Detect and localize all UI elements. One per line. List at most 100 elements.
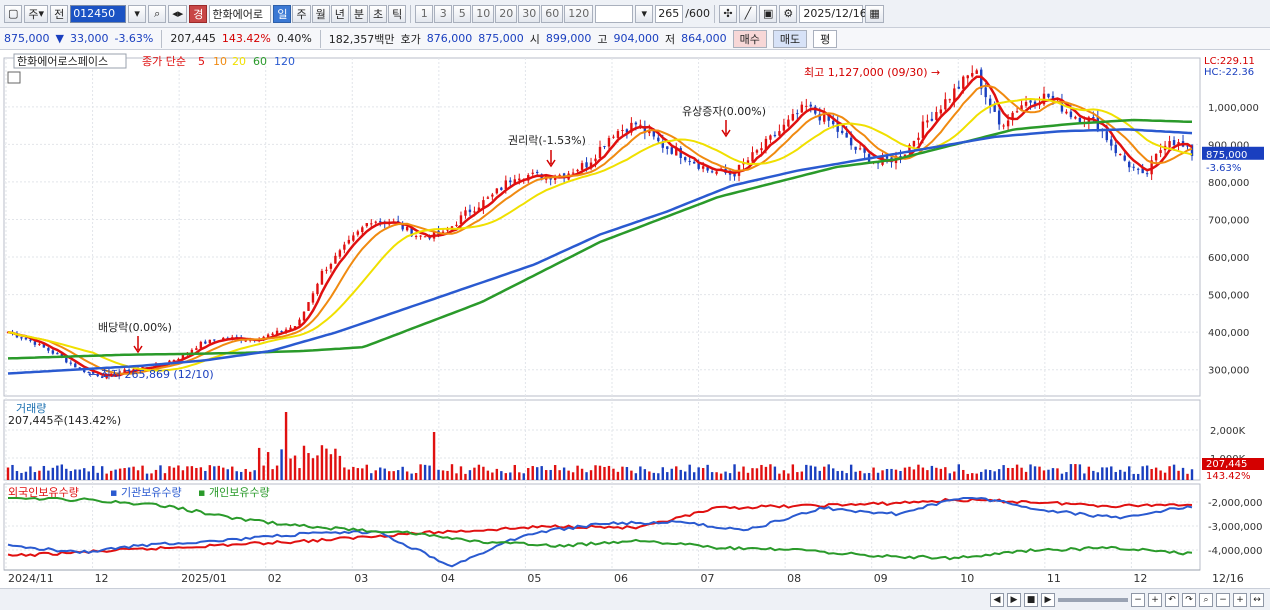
search-chart-icon[interactable]: ⌕ — [1199, 592, 1213, 607]
volume-bar — [24, 471, 28, 480]
x-axis-label: 11 — [1047, 572, 1061, 585]
stock-name-field[interactable]: 한화에어로 — [209, 4, 272, 23]
volume-bar — [491, 472, 494, 480]
gear-icon[interactable]: ⚙ — [779, 4, 798, 23]
date-input[interactable]: 2025/12/16 — [799, 4, 867, 23]
period-tab-4[interactable]: 분 — [349, 4, 368, 23]
candle-body — [96, 374, 99, 377]
scroll-left-icon[interactable]: ◀ — [990, 592, 1004, 607]
crosshair-icon[interactable]: ✣ — [718, 4, 737, 23]
save-icon[interactable]: ▣ — [758, 4, 778, 23]
annotation-arrow-0 — [133, 336, 143, 354]
tick-button-10[interactable]: 10 — [472, 4, 495, 23]
candle-body — [643, 126, 647, 133]
volume-bar — [809, 465, 812, 480]
tick-button-30[interactable]: 30 — [518, 4, 541, 23]
redo-icon[interactable]: ↷ — [1182, 592, 1196, 607]
undo-icon[interactable]: ↶ — [1165, 592, 1179, 607]
period-tab-5[interactable]: 초 — [368, 4, 388, 23]
volume-bar — [522, 473, 525, 480]
volume-bar — [1038, 466, 1041, 480]
period-tab-3[interactable]: 년 — [330, 4, 349, 23]
tick-button-20[interactable]: 20 — [495, 4, 518, 23]
period-tab-0[interactable]: 일 — [273, 4, 292, 23]
code-dropdown-icon[interactable]: ▾ — [128, 4, 147, 23]
volume-bar — [1047, 469, 1050, 480]
unit-input[interactable] — [595, 4, 634, 23]
stock-chart[interactable]: 2024/11 12 2025/01 02 03 04 05 06 07 08 09 10 11 12 12… — [0, 50, 1270, 588]
candle-body — [38, 343, 41, 345]
volume-bar — [773, 466, 777, 480]
volume-bar — [280, 449, 283, 480]
volume-bar — [284, 412, 288, 480]
candle-body — [612, 136, 615, 138]
buy-button[interactable]: 매수 — [732, 29, 767, 48]
divider — [319, 29, 321, 48]
fast-forward-icon[interactable]: ▶ — [1041, 592, 1055, 607]
period-tab-6[interactable]: 틱 — [388, 4, 407, 23]
price-axis-label: 400,000 — [1208, 328, 1249, 339]
candle-body — [266, 334, 270, 338]
tick-button-120[interactable]: 120 — [564, 4, 594, 23]
unit-dropdown-icon[interactable]: ▾ — [635, 4, 654, 23]
volume-bar — [715, 472, 718, 480]
volume-bar — [1078, 464, 1082, 480]
volume-bar — [500, 471, 503, 480]
search-icon[interactable]: ⌕ — [148, 4, 167, 23]
candle-body — [204, 341, 207, 344]
volume-bar — [724, 471, 727, 480]
tick-button-1[interactable]: 1 — [415, 4, 434, 23]
plus-icon[interactable]: + — [1233, 592, 1247, 607]
eval-button[interactable]: 평 — [813, 29, 838, 48]
volume-bar — [410, 473, 413, 480]
candle-body — [908, 144, 911, 154]
volume-bar — [1011, 467, 1014, 480]
candle-body — [275, 330, 279, 335]
draw-tool-icon[interactable]: ╱ — [738, 4, 757, 23]
volume-bar — [1177, 470, 1180, 480]
prev-button[interactable]: 전 — [50, 4, 69, 23]
chart-background — [0, 50, 1270, 588]
sound-icon[interactable]: ◂▸ — [168, 4, 188, 23]
volume-bar — [858, 470, 862, 480]
volume-bar — [51, 467, 55, 480]
volume-bar — [679, 469, 682, 480]
tick-button-5[interactable]: 5 — [453, 4, 472, 23]
volume-bar — [298, 468, 301, 480]
volume-bar — [195, 467, 198, 480]
period-tab-2[interactable]: 월 — [311, 4, 330, 23]
zoom-in-icon[interactable]: + — [1148, 592, 1162, 607]
candle-body — [764, 138, 768, 150]
volume-bar — [854, 471, 857, 480]
tick-button-3[interactable]: 3 — [434, 4, 453, 23]
count-input[interactable]: 265 — [655, 4, 684, 23]
volume-bar — [132, 466, 135, 480]
stock-code-input[interactable]: 012450 — [70, 4, 127, 23]
calendar-icon[interactable]: ▦ — [865, 4, 884, 23]
pan-icon[interactable]: ↔ — [1250, 592, 1264, 607]
volume-bar — [365, 464, 368, 480]
stop-icon[interactable]: ■ — [1024, 592, 1038, 607]
annotation-arrow-2 — [721, 120, 731, 138]
volume-bar — [383, 468, 386, 480]
candle-body — [316, 283, 319, 295]
volume-bar — [1136, 473, 1140, 480]
legend-stock-name: 한화에어로스페이스 — [17, 55, 108, 68]
period-tab-1[interactable]: 주 — [292, 4, 311, 23]
layout-icon[interactable]: ▢ — [4, 4, 23, 23]
x-axis-label: 03 — [354, 572, 368, 585]
volume-bar — [414, 472, 418, 480]
trade-volume: 207,445 — [170, 32, 216, 45]
zoom-slider[interactable] — [1058, 597, 1128, 602]
zoom-out-icon[interactable]: − — [1131, 592, 1145, 607]
period-select[interactable]: 주 ▾ — [24, 4, 49, 23]
candle-body — [213, 339, 216, 341]
tick-buttons: 1 3 5 10 20 30 60 120 — [415, 4, 594, 23]
play-icon[interactable]: ▶ — [1007, 592, 1021, 607]
sell-button[interactable]: 매도 — [772, 29, 808, 48]
tick-button-60[interactable]: 60 — [541, 4, 564, 23]
candle-body — [455, 224, 458, 226]
volume-value: 207,445주(143.42%) — [8, 414, 121, 427]
current-price: 875,000 — [4, 32, 50, 45]
minus-icon[interactable]: − — [1216, 592, 1230, 607]
